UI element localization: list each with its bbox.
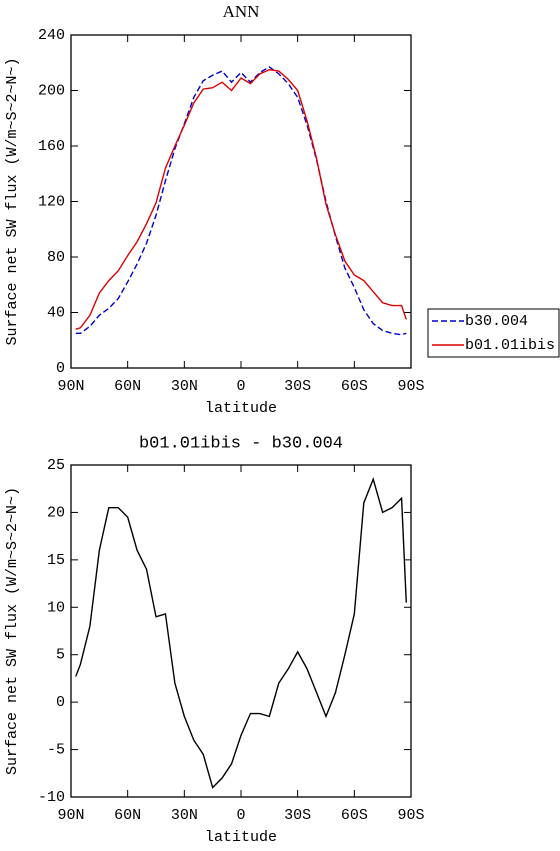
x-tick-label: 60S (341, 378, 368, 395)
plot-frame (70, 464, 412, 798)
x-tick-label: 90S (397, 378, 424, 395)
x-tick-label: 30S (284, 378, 311, 395)
y-tick-label: 0 (56, 694, 65, 711)
data-line (75, 66, 407, 336)
y-tick-label: 10 (47, 599, 65, 616)
y-axis-label: Surface net SW flux (W/m~S~2~N~) (4, 57, 21, 345)
y-tick-label: 200 (38, 82, 65, 99)
x-tick-label: 90N (57, 378, 84, 395)
x-tick-label: 60N (114, 378, 141, 395)
data-line (75, 477, 407, 789)
y-tick-label: 80 (47, 249, 65, 266)
plot-frame (70, 34, 412, 369)
x-tick-label: 90N (57, 807, 84, 824)
x-tick-label: 30N (171, 378, 198, 395)
y-tick-label: 15 (47, 552, 65, 569)
legend-label: b01.01ibis (465, 337, 555, 354)
x-tick-label: 0 (236, 378, 245, 395)
x-tick-label: 30S (284, 807, 311, 824)
chart-title: ANN (223, 2, 260, 21)
x-tick-label: 90S (397, 807, 424, 824)
y-tick-label: 20 (47, 504, 65, 521)
x-tick-label: 60S (341, 807, 368, 824)
legend-label: b30.004 (465, 313, 528, 330)
y-tick-label: 120 (38, 193, 65, 210)
y-tick-label: 5 (56, 647, 65, 664)
x-tick-label: 0 (236, 807, 245, 824)
x-axis-label: latitude (205, 400, 277, 417)
x-axis-label: latitude (205, 829, 277, 846)
legend-box (427, 308, 560, 358)
x-tick-label: 30N (171, 807, 198, 824)
x-tick-label: 60N (114, 807, 141, 824)
y-axis-label: Surface net SW flux (W/m~S~2~N~) (4, 487, 21, 775)
y-tick-label: 160 (38, 138, 65, 155)
chart-title: b01.01ibis - b30.004 (139, 434, 343, 453)
y-tick-label: 240 (38, 27, 65, 44)
y-tick-label: 25 (47, 457, 65, 474)
y-tick-label: -10 (38, 789, 65, 806)
y-tick-label: 40 (47, 304, 65, 321)
data-line (75, 68, 407, 330)
y-tick-label: -5 (47, 742, 65, 759)
y-tick-label: 0 (56, 360, 65, 377)
